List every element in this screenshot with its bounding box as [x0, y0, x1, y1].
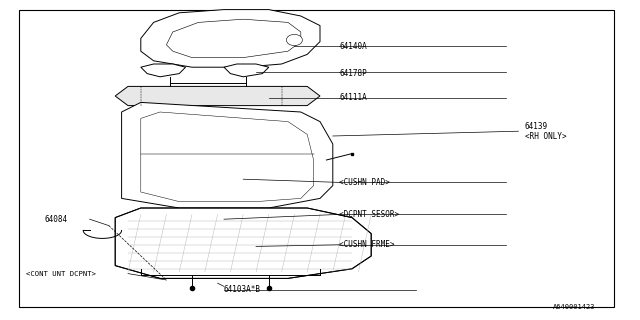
- Text: 64103A*B: 64103A*B: [224, 285, 261, 294]
- Polygon shape: [115, 86, 320, 106]
- Ellipse shape: [287, 35, 303, 46]
- Polygon shape: [224, 64, 269, 77]
- Polygon shape: [122, 102, 333, 208]
- Text: <CONT UNT DCPNT>: <CONT UNT DCPNT>: [26, 271, 95, 276]
- Text: <RH ONLY>: <RH ONLY>: [525, 132, 566, 140]
- Polygon shape: [141, 64, 186, 77]
- Text: <DCPNT SESOR>: <DCPNT SESOR>: [339, 210, 399, 219]
- Text: <CUSHN PAD>: <CUSHN PAD>: [339, 178, 390, 187]
- FancyBboxPatch shape: [19, 10, 614, 307]
- Text: 64178P: 64178P: [339, 69, 367, 78]
- Polygon shape: [141, 10, 320, 67]
- Text: 64084: 64084: [45, 215, 68, 224]
- Text: 64139: 64139: [525, 122, 548, 131]
- Text: A640001423: A640001423: [553, 304, 595, 310]
- Text: <CUSHN FRME>: <CUSHN FRME>: [339, 240, 395, 249]
- Polygon shape: [115, 208, 371, 278]
- Text: 64111A: 64111A: [339, 93, 367, 102]
- Text: 64140A: 64140A: [339, 42, 367, 51]
